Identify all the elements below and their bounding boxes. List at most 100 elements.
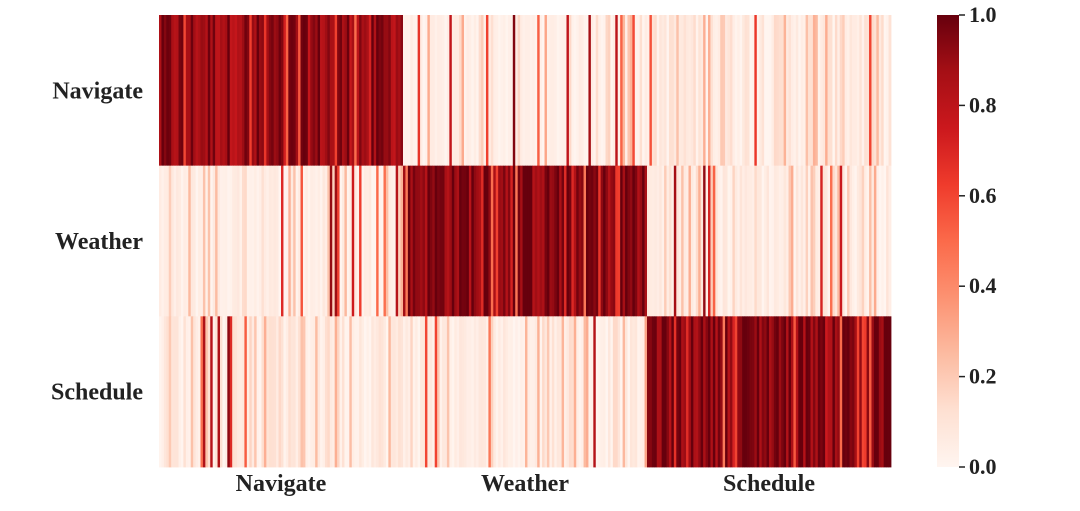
heatmap-cell <box>310 166 313 317</box>
heatmap-cell <box>696 15 699 166</box>
heatmap-cell <box>671 316 674 467</box>
heatmap-cell <box>828 15 831 166</box>
heatmap-cell <box>557 166 560 317</box>
heatmap-cell <box>820 166 823 317</box>
heatmap-cell <box>547 316 550 467</box>
heatmap-cell <box>242 166 245 317</box>
heatmap-cell <box>730 15 733 166</box>
heatmap-cell <box>798 15 801 166</box>
heatmap-cell <box>286 166 289 317</box>
heatmap-cell <box>496 166 499 317</box>
heatmap-cell <box>281 316 284 467</box>
heatmap-cell <box>503 316 506 467</box>
heatmap-cell <box>337 166 340 317</box>
heatmap-cell <box>222 166 225 317</box>
heatmap-cell <box>654 15 657 166</box>
heatmap-cell <box>801 316 804 467</box>
heatmap-cell <box>547 15 550 166</box>
heatmap-cell <box>159 15 162 166</box>
heatmap-cell <box>432 166 435 317</box>
heatmap-cell <box>720 316 723 467</box>
heatmap-cell <box>542 166 545 317</box>
heatmap-cell <box>423 166 426 317</box>
heatmap-cell <box>354 15 357 166</box>
heatmap-cell <box>396 316 399 467</box>
heatmap-cell <box>771 316 774 467</box>
heatmap-cell <box>183 166 186 317</box>
heatmap-cell <box>620 316 623 467</box>
heatmap-cell <box>747 166 750 317</box>
heatmap-cell <box>235 15 238 166</box>
heatmap-cell <box>769 15 772 166</box>
heatmap-cell <box>881 166 884 317</box>
heatmap-cell <box>166 316 169 467</box>
heatmap-cell <box>728 316 731 467</box>
heatmap-cell <box>161 166 164 317</box>
heatmap-cell <box>549 316 552 467</box>
heatmap-cell <box>186 15 189 166</box>
heatmap-cell <box>415 316 418 467</box>
heatmap-cell <box>505 316 508 467</box>
heatmap-cell <box>442 316 445 467</box>
heatmap-cell <box>237 166 240 317</box>
heatmap-cell <box>749 166 752 317</box>
heatmap-cell <box>257 15 260 166</box>
heatmap-cell <box>713 15 716 166</box>
heatmap-cell <box>405 166 408 317</box>
heatmap-cell <box>481 166 484 317</box>
heatmap-cell <box>657 316 660 467</box>
heatmap-cell <box>593 15 596 166</box>
heatmap-cell <box>823 15 826 166</box>
heatmap-cell <box>515 15 518 166</box>
heatmap-cell <box>283 15 286 166</box>
heatmap-cell <box>823 166 826 317</box>
heatmap-cell <box>415 15 418 166</box>
heatmap-cell <box>249 15 252 166</box>
heatmap-cell <box>698 166 701 317</box>
heatmap-cell <box>813 166 816 317</box>
heatmap-cell <box>413 166 416 317</box>
heatmap-cell <box>513 15 516 166</box>
heatmap-cell <box>769 316 772 467</box>
heatmap-cell <box>305 15 308 166</box>
heatmap-cell <box>393 166 396 317</box>
heatmap-cell <box>847 166 850 317</box>
heatmap-cell <box>852 15 855 166</box>
heatmap-cell <box>840 166 843 317</box>
heatmap-cell <box>401 15 404 166</box>
heatmap-cell <box>315 316 318 467</box>
heatmap-cell <box>840 316 843 467</box>
heatmap-cell <box>247 316 250 467</box>
heatmap-cell <box>213 316 216 467</box>
heatmap-cell <box>259 316 262 467</box>
heatmap-cell <box>432 15 435 166</box>
heatmap-cell <box>762 166 765 317</box>
heatmap-cell <box>418 15 421 166</box>
heatmap-cell <box>681 316 684 467</box>
heatmap-cell <box>649 166 652 317</box>
heatmap-cell <box>842 15 845 166</box>
heatmap-cell <box>889 166 892 317</box>
heatmap-cell <box>174 316 177 467</box>
heatmap-cell <box>735 15 738 166</box>
heatmap-cell <box>322 316 325 467</box>
heatmap-cell <box>535 166 538 317</box>
heatmap-cell <box>374 166 377 317</box>
heatmap-cell <box>801 15 804 166</box>
heatmap-cell <box>557 15 560 166</box>
heatmap-cell <box>859 15 862 166</box>
heatmap-cell <box>454 316 457 467</box>
heatmap-cell <box>198 166 201 317</box>
heatmap-cell <box>588 15 591 166</box>
heatmap-cell <box>818 316 821 467</box>
heatmap-cell <box>737 166 740 317</box>
heatmap-cell <box>230 316 233 467</box>
heatmap-cell <box>749 15 752 166</box>
heatmap-cell <box>171 316 174 467</box>
heatmap-cell <box>728 15 731 166</box>
heatmap-cell <box>837 166 840 317</box>
heatmap-cell <box>196 15 199 166</box>
heatmap-cell <box>588 316 591 467</box>
heatmap-cell <box>227 15 230 166</box>
heatmap-cell <box>301 15 304 166</box>
